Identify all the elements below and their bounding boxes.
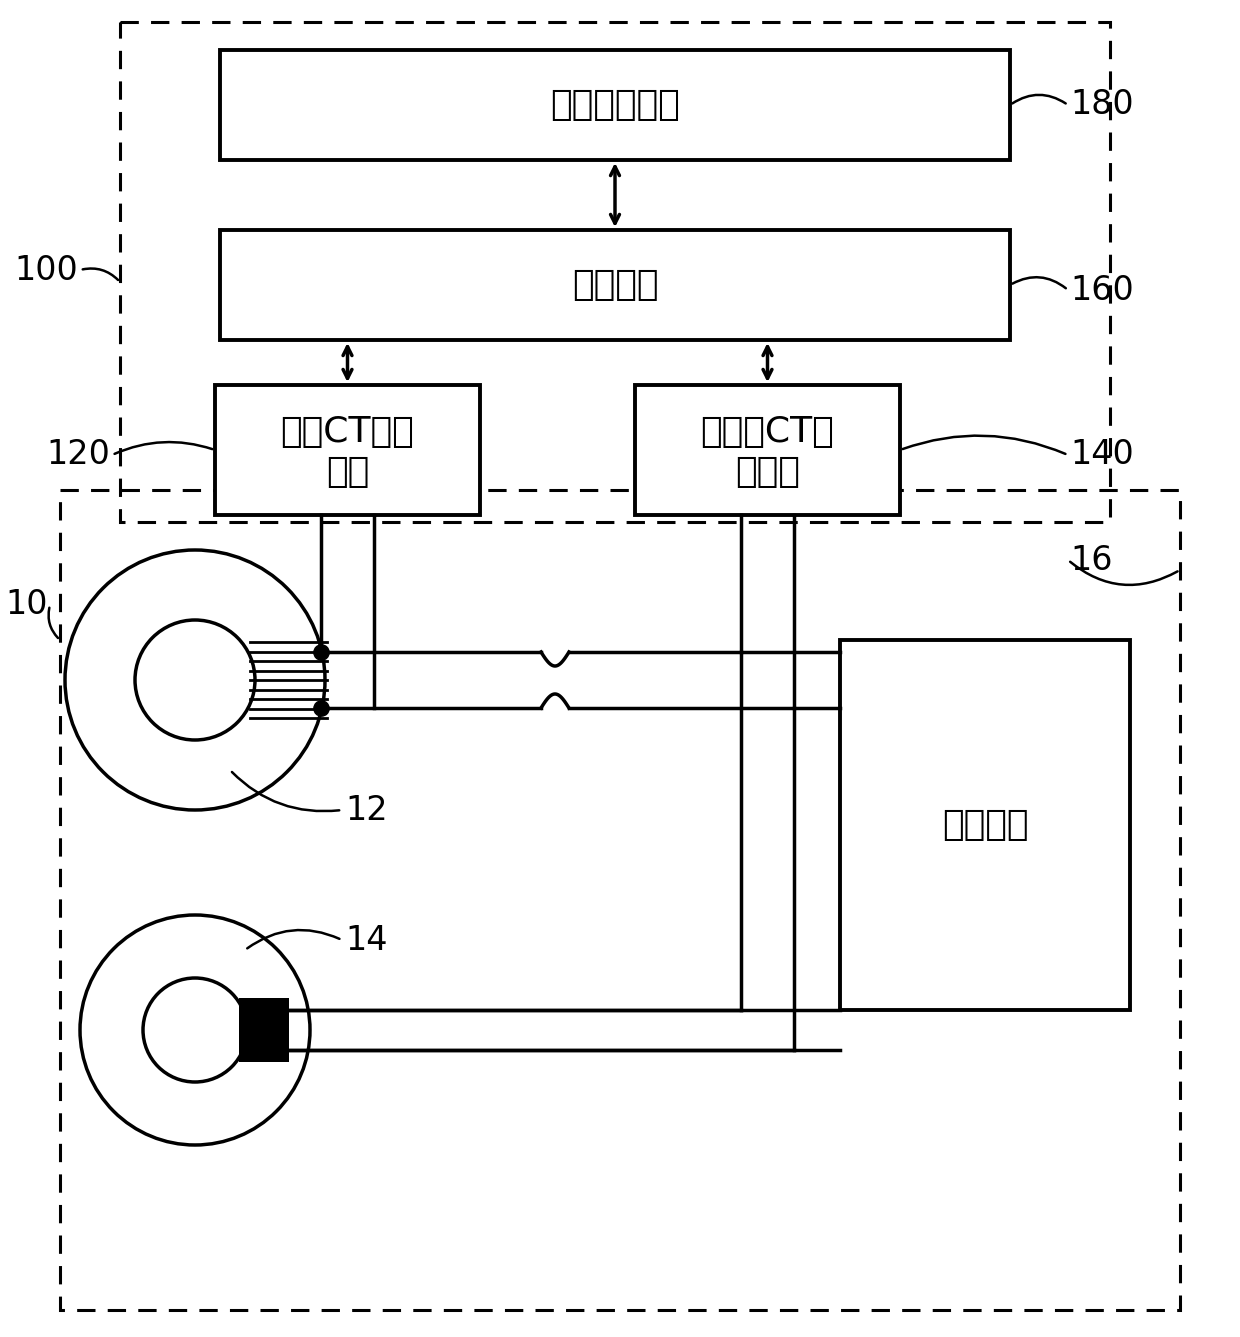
Bar xyxy=(219,230,1011,340)
Text: 180: 180 xyxy=(1070,88,1133,122)
Text: 16: 16 xyxy=(1070,544,1112,576)
Text: 单元: 单元 xyxy=(326,455,370,489)
Text: 10: 10 xyxy=(5,588,48,622)
Text: 160: 160 xyxy=(1070,274,1133,306)
Bar xyxy=(219,49,1011,160)
Bar xyxy=(120,21,1110,521)
Text: 传感器CT检: 传感器CT检 xyxy=(701,414,835,449)
Text: 12: 12 xyxy=(345,793,388,826)
Text: 故障确定单元: 故障确定单元 xyxy=(551,88,680,122)
Bar xyxy=(635,385,900,515)
Bar xyxy=(215,385,480,515)
Text: 120: 120 xyxy=(46,439,110,472)
Text: 100: 100 xyxy=(14,254,78,286)
Text: 14: 14 xyxy=(345,924,387,956)
Bar xyxy=(839,640,1130,1009)
Bar xyxy=(239,997,289,1062)
Text: 转换单元: 转换单元 xyxy=(572,267,658,302)
Text: 发电模块: 发电模块 xyxy=(941,808,1028,842)
Text: 发电CT检测: 发电CT检测 xyxy=(280,414,414,449)
Text: 测单元: 测单元 xyxy=(735,455,800,489)
Text: 140: 140 xyxy=(1070,439,1133,472)
Bar xyxy=(60,489,1180,1310)
